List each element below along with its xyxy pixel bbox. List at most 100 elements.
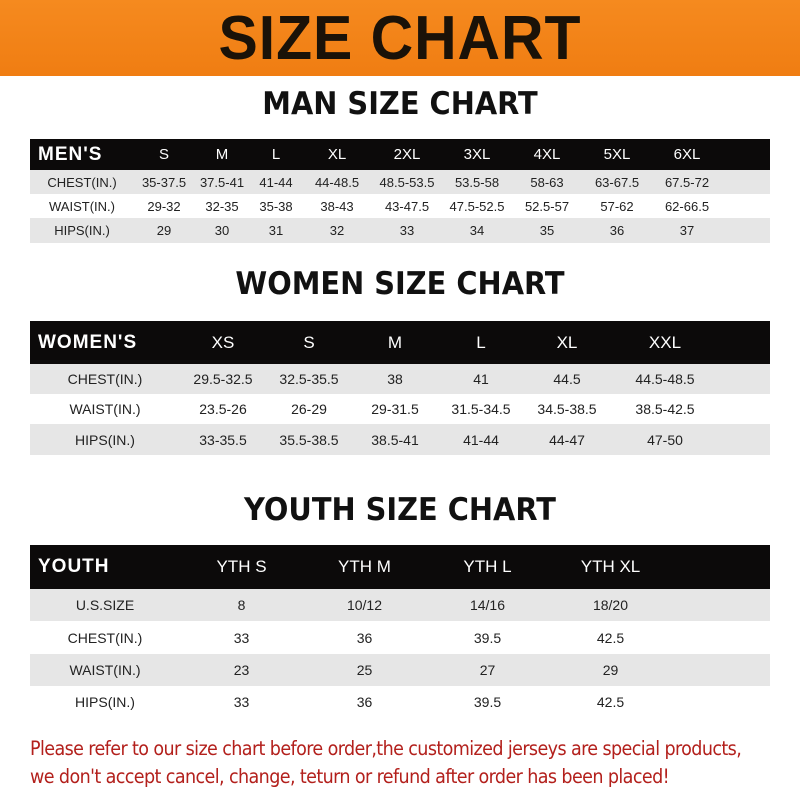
row-label: WOMEN'S: [38, 331, 138, 353]
cell: 2XL: [393, 146, 421, 163]
row-label: CHEST(IN.): [67, 629, 143, 646]
cell: 29: [156, 223, 172, 238]
refund-notice: Please refer to our size chart before or…: [30, 735, 790, 791]
cell: 34: [469, 223, 485, 238]
cell: 10/12: [346, 597, 383, 613]
women-chart-title: WOMEN SIZE CHART: [235, 266, 565, 302]
cell: 23.5-26: [199, 401, 247, 417]
cell: 8: [237, 597, 246, 613]
cell: YTH XL: [580, 557, 641, 576]
cell: 44-47: [549, 431, 585, 448]
table-row: CHEST(IN.) 33 36 39.5 42.5: [30, 621, 770, 654]
row-label: MEN'S: [38, 143, 103, 165]
cell: 14/16: [469, 597, 506, 613]
cell: 38: [387, 371, 403, 387]
cell: 33: [233, 629, 250, 646]
cell: 52.5-57: [524, 198, 570, 214]
table-row: HIPS(IN.) 33 36 39.5 42.5: [30, 686, 770, 718]
cell: 63-67.5: [594, 174, 640, 190]
youth-chart-title: YOUTH SIZE CHART: [244, 492, 556, 528]
cell: 47-50: [647, 431, 683, 448]
cell: 48.5-53.5: [379, 174, 435, 190]
row-label: CHEST(IN.): [47, 174, 117, 190]
cell: 41-44: [463, 431, 499, 448]
row-label: YOUTH: [38, 556, 110, 577]
row-label: CHEST(IN.): [67, 371, 143, 387]
cell: 44.5: [553, 371, 581, 387]
notice-line-1: Please refer to our size chart before or…: [30, 737, 742, 760]
notice-line-2: we don't accept cancel, change, teturn o…: [30, 765, 670, 788]
cell: 26-29: [291, 401, 327, 417]
row-label: HIPS(IN.): [54, 223, 110, 238]
cell: 29.5-32.5: [193, 371, 253, 387]
row-label: WAIST(IN.): [69, 662, 141, 678]
cell: 36: [609, 223, 625, 238]
row-label: WAIST(IN.): [49, 198, 115, 214]
cell: 37.5-41: [199, 174, 245, 190]
cell: 57-62: [600, 198, 634, 214]
cell: 41-44: [259, 174, 293, 190]
cell: 43-47.5: [384, 198, 430, 214]
cell: XL: [327, 146, 347, 163]
header-row: MEN'S S M L XL 2XL 3XL 4XL 5XL 6XL: [30, 139, 770, 170]
cell: 31: [268, 223, 284, 238]
table-row: HIPS(IN.) 29 30 31 32 33 34 35 36 37: [30, 218, 770, 243]
cell: 3XL: [463, 146, 491, 163]
cell: 31.5-34.5: [451, 401, 511, 417]
cell: XS: [211, 332, 235, 352]
cell: 53.5-58: [454, 174, 500, 190]
cell: 38-43: [320, 198, 354, 214]
cell: M: [215, 146, 229, 163]
cell: 32.5-35.5: [279, 371, 339, 387]
table-row: CHEST(IN.) 35-37.5 37.5-41 41-44 44-48.5 48.5…: [30, 170, 770, 194]
cell: 39.5: [473, 629, 502, 646]
cell: 32: [329, 223, 345, 238]
cell: 35-38: [259, 198, 293, 214]
cell: 29: [602, 662, 619, 678]
cell: 35: [539, 223, 555, 238]
cell: YTH M: [338, 557, 391, 576]
cell: 5XL: [603, 146, 631, 163]
cell: 23: [233, 662, 250, 678]
table-row: WAIST(IN.) 23 25 27 29: [30, 654, 770, 686]
cell: 44-48.5: [314, 174, 360, 190]
row-label: HIPS(IN.): [75, 694, 135, 710]
cell: 58-63: [530, 174, 564, 190]
cell: 29-31.5: [371, 401, 419, 417]
cell: S: [158, 146, 169, 163]
cell: 41: [473, 371, 489, 387]
table-row: HIPS(IN.) 33-35.5 35.5-38.5 38.5-41 41-44 44-…: [30, 424, 770, 455]
header-row: YOUTH YTH S YTH M YTH L YTH XL: [30, 545, 770, 589]
cell: L: [271, 146, 281, 163]
cell: 32-35: [205, 198, 239, 214]
cell: 47.5-52.5: [449, 198, 505, 214]
cell: 37: [679, 223, 695, 238]
table-row: U.S.SIZE 8 10/12 14/16 18/20: [30, 589, 770, 621]
cell: 35.5-38.5: [279, 431, 339, 448]
cell: 27: [479, 662, 496, 678]
title-banner: SIZE CHART: [0, 0, 800, 76]
cell: 34.5-38.5: [537, 401, 597, 417]
youth-size-table: YOUTH YTH S YTH M YTH L YTH XL U.S.SIZE 8 10/12…: [30, 545, 770, 718]
cell: 29-32: [147, 198, 181, 214]
cell: YTH S: [216, 557, 267, 576]
row-label: U.S.SIZE: [75, 597, 135, 613]
cell: XXL: [648, 332, 682, 352]
cell: S: [303, 332, 315, 352]
cell: 25: [356, 662, 373, 678]
cell: 35-37.5: [141, 174, 187, 190]
table-row: CHEST(IN.) 29.5-32.5 32.5-35.5 38 41 44.5 44.5…: [30, 364, 770, 394]
table-row: WAIST(IN.) 23.5-26 26-29 29-31.5 31.5-34.5 34…: [30, 394, 770, 424]
row-label: WAIST(IN.): [69, 401, 141, 417]
cell: 18/20: [592, 597, 629, 613]
cell: 42.5: [596, 629, 625, 646]
cell: 62-66.5: [664, 198, 710, 214]
cell: 67.5-72: [664, 174, 710, 190]
cell: 44.5-48.5: [635, 371, 695, 387]
table-row: WAIST(IN.) 29-32 32-35 35-38 38-43 43-47.5 47.…: [30, 194, 770, 218]
men-chart-title: MAN SIZE CHART: [262, 86, 538, 122]
cell: 39.5: [473, 694, 502, 710]
cell: 33-35.5: [199, 431, 247, 448]
row-label: HIPS(IN.): [75, 431, 135, 448]
cell: 33: [399, 223, 415, 238]
